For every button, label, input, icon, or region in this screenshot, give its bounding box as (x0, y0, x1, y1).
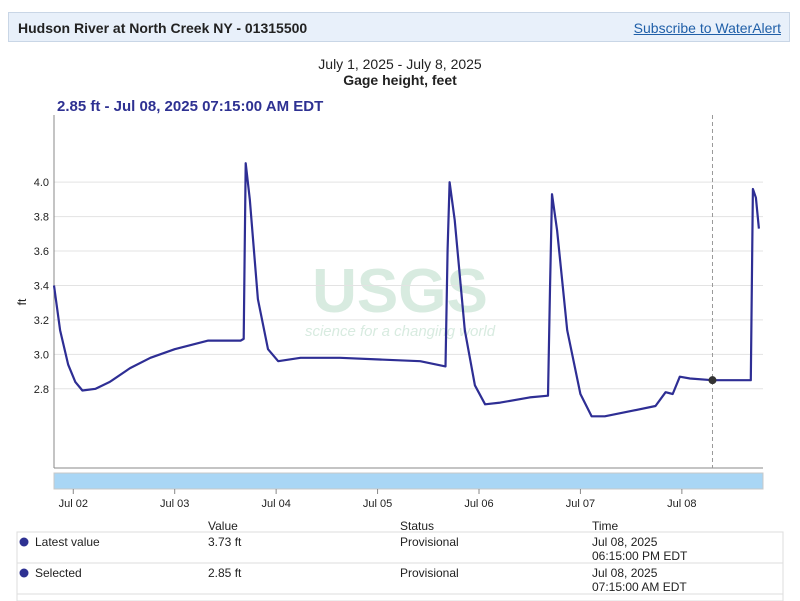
x-tick-label: Jul 07 (566, 498, 595, 510)
row-time: 07:15:00 AM EDT (592, 580, 687, 594)
selected-readout: 2.85 ft - Jul 08, 2025 07:15:00 AM EDT (57, 98, 323, 115)
row-status: Provisional (400, 535, 459, 549)
gage-line (52, 162, 760, 418)
row-value: 3.73 ft (208, 535, 242, 549)
x-tick-label: Jul 03 (160, 498, 189, 510)
y-tick-label: 2.8 (34, 384, 49, 396)
table-header: Time (592, 519, 619, 533)
row-date: Jul 08, 2025 (592, 566, 658, 580)
navigator-bar[interactable] (53, 472, 764, 490)
row-date: Jul 08, 2025 (592, 535, 658, 549)
x-tick-label: Jul 08 (667, 498, 696, 510)
y-tick-label: 3.2 (34, 315, 49, 327)
y-tick-label: 4.0 (34, 177, 49, 189)
y-tick-label: 3.8 (34, 212, 49, 224)
row-status: Provisional (400, 566, 459, 580)
station-title: Hudson River at North Creek NY - 0131550… (18, 20, 308, 36)
table-header: Value (208, 519, 238, 533)
table-header: Status (400, 519, 434, 533)
row-value: 2.85 ft (208, 566, 242, 580)
x-tick-label: Jul 06 (464, 498, 493, 510)
x-tick-label: Jul 02 (59, 498, 88, 510)
y-tick-label: 3.4 (34, 280, 49, 292)
y-tick-label: 3.0 (34, 349, 49, 361)
chart-subtitle: Gage height, feet (343, 72, 457, 88)
y-tick-label: 3.6 (34, 246, 49, 258)
row-dot (19, 537, 29, 547)
table-frame (16, 531, 784, 601)
subscribe-link[interactable]: Subscribe to WaterAlert (633, 20, 781, 36)
x-tick-label: Jul 04 (261, 498, 290, 510)
watermark-tagline: science for a changing world (305, 323, 496, 340)
selected-point (708, 376, 717, 385)
row-label: Selected (35, 566, 82, 580)
header-bar: Hudson River at North Creek NY - 0131550… (8, 12, 790, 42)
chart-title: July 1, 2025 - July 8, 2025 (318, 56, 482, 72)
row-label: Latest value (35, 535, 100, 549)
x-tick-label: Jul 05 (363, 498, 392, 510)
y-axis-label: ft (15, 298, 29, 305)
row-time: 06:15:00 PM EDT (592, 549, 688, 563)
row-dot (19, 568, 29, 578)
